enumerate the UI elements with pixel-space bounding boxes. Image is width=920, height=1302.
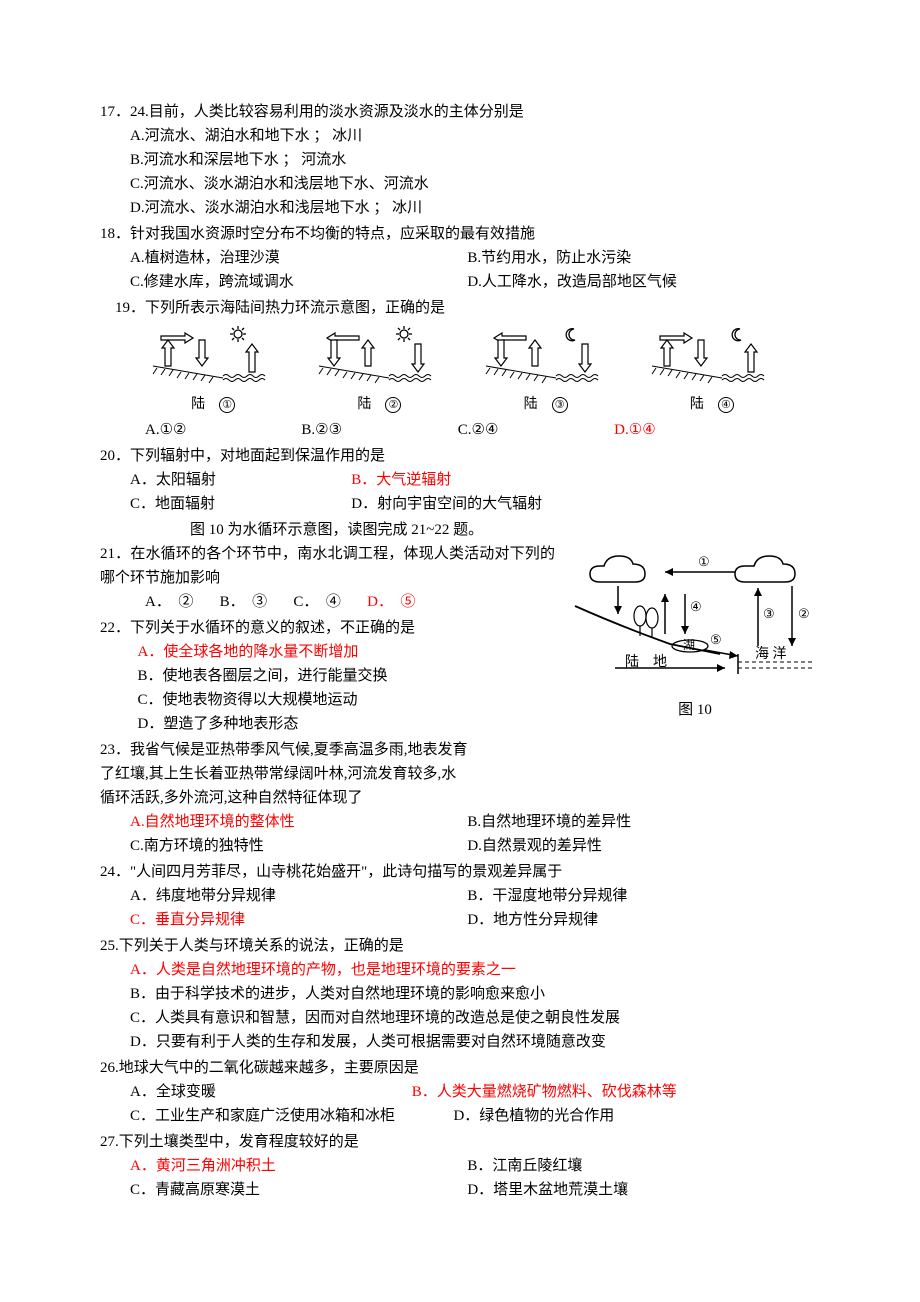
q18-stem: 18．针对我国水资源时空分布不均衡的特点，应采取的最有效措施 [100, 222, 825, 246]
q21-opt-b: B． ③ [220, 590, 268, 614]
q23-stem: 23．我省气候是亚热带季风气候,夏季高温多雨,地表发育 [100, 738, 825, 762]
q27-opt-c: C．青藏高原寒漠土 [130, 1178, 464, 1202]
q25-opt-d: D．只要有利于人类的生存和发展，人类可根据需要对自然环境随意改变 [130, 1030, 825, 1054]
q19-diagram-1: 陆 ① [143, 326, 283, 416]
q20-options: A．太阳辐射 B．大气逆辐射 C．地面辐射 D．射向宇宙空间的大气辐射 [100, 468, 825, 516]
q23-opt-d: D.自然景观的差异性 [467, 834, 801, 858]
q17-opt-d: D.河流水、淡水湖泊水和浅层地下水 ； 冰川 [130, 196, 825, 220]
question-24: 24．"人间四月芳菲尽，山寺桃花始盛开"，此诗句描写的景观差异属于 A．纬度地带… [100, 860, 825, 932]
q24-stem: 24．"人间四月芳菲尽，山寺桃花始盛开"，此诗句描写的景观差异属于 [100, 860, 825, 884]
q25-opt-b: B．由于科学技术的进步，人类对自然地理环境的影响愈来愈小 [130, 982, 825, 1006]
fig10-num4: ④ [690, 599, 702, 614]
q19-diagram-3: 陆 ③ [476, 326, 616, 416]
q20-opt-b: B．大气逆辐射 [351, 468, 451, 492]
q23-stem-3: 循环活跃,多外流河,这种自然特征体现了 [100, 786, 825, 810]
question-19: 19．下列所表示海陆间热力环流示意图，正确的是 [100, 296, 825, 442]
q23-opt-c: C.南方环境的独特性 [130, 834, 464, 858]
q27-options: A．黄河三角洲冲积土 B．江南丘陵红壤 C．青藏高原寒漠土 D．塔里木盆地荒漠土… [100, 1154, 825, 1202]
question-18: 18．针对我国水资源时空分布不均衡的特点，应采取的最有效措施 A.植树造林，治理… [100, 222, 825, 294]
q19-stem: 19．下列所表示海陆间热力环流示意图，正确的是 [100, 296, 825, 320]
q19-d4-land: 陆 [690, 397, 704, 412]
q17-options: A.河流水、湖泊水和地下水 ； 冰川 B.河流水和深层地下水 ； 河流水 C.河… [100, 124, 825, 220]
q20-opt-d: D．射向宇宙空间的大气辐射 [351, 492, 542, 516]
figure-10-caption: 图 10 [565, 698, 825, 722]
q18-opt-b: B.节约用水，防止水污染 [467, 246, 801, 270]
q18-opt-d: D.人工降水，改造局部地区气候 [467, 270, 801, 294]
q19-opt-b: B.②③ [301, 418, 457, 442]
fig10-num1: ① [698, 554, 710, 569]
question-27: 27.下列土壤类型中，发育程度较好的是 A．黄河三角洲冲积土 B．江南丘陵红壤 … [100, 1130, 825, 1202]
q19-options: A.①② B.②③ C.②④ D.①④ [100, 418, 825, 442]
q27-stem: 27.下列土壤类型中，发育程度较好的是 [100, 1130, 825, 1154]
q24-opt-b: B．干湿度地带分异规律 [467, 884, 801, 908]
q18-opt-a: A.植树造林，治理沙漠 [130, 246, 464, 270]
question-20: 20．下列辐射中，对地面起到保温作用的是 A．太阳辐射 B．大气逆辐射 C．地面… [100, 444, 825, 516]
fig10-num3: ③ [763, 606, 775, 621]
q18-options: A.植树造林，治理沙漠 B.节约用水，防止水污染 C.修建水库，跨流域调水 D.… [100, 246, 825, 294]
q27-opt-a: A．黄河三角洲冲积土 [130, 1154, 464, 1178]
q25-stem: 25.下列关于人类与环境关系的说法，正确的是 [100, 934, 825, 958]
q26-opt-c: C．工业生产和家庭广泛使用冰箱和冰柜 [130, 1104, 450, 1128]
q25-opt-a: A．人类是自然地理环境的产物，也是地理环境的要素之一 [130, 958, 825, 982]
q20-opt-c: C．地面辐射 [130, 492, 310, 516]
fig10-land: 陆 地 [625, 654, 667, 670]
q19-d3-num: ③ [552, 397, 568, 413]
q24-opt-d: D．地方性分异规律 [467, 908, 801, 932]
q19-d1-num: ① [219, 397, 235, 413]
q21-opt-c: C． ④ [293, 590, 341, 614]
q25-options: A．人类是自然地理环境的产物，也是地理环境的要素之一 B．由于科学技术的进步，人… [100, 958, 825, 1054]
q17-opt-a: A.河流水、湖泊水和地下水 ； 冰川 [130, 124, 825, 148]
q26-options: A．全球变暖 B．人类大量燃烧矿物燃料、砍伐森林等 C．工业生产和家庭广泛使用冰… [100, 1080, 825, 1128]
q27-opt-b: B．江南丘陵红壤 [467, 1154, 801, 1178]
q26-opt-a: A．全球变暖 [130, 1080, 408, 1104]
q19-opt-c: C.②④ [458, 418, 614, 442]
q19-diagram-2: 陆 ② [309, 326, 449, 416]
q23-stem-2: 了红壤,其上生长着亚热带常绿阔叶林,河流发育较多,水 [100, 762, 825, 786]
q21-opt-d: D． ⑤ [367, 590, 415, 614]
figure-10: ① ② ③ ④ 湖 ⑤ 陆 地 [565, 546, 825, 722]
q19-d3-land: 陆 [524, 397, 538, 412]
q23-opt-a: A.自然地理环境的整体性 [130, 810, 464, 834]
fig10-num5: ⑤ [710, 632, 722, 647]
q23-opt-b: B.自然地理环境的差异性 [467, 810, 801, 834]
q21-opt-a: A． ② [145, 590, 193, 614]
q19-diagrams: 陆 ① 陆 ② [100, 320, 825, 418]
q24-options: A．纬度地带分异规律 B．干湿度地带分异规律 C．垂直分异规律 D．地方性分异规… [100, 884, 825, 932]
q24-opt-c: C．垂直分异规律 [130, 908, 464, 932]
q19-d1-land: 陆 [191, 397, 205, 412]
q19-diagram-4: 陆 ④ [642, 326, 782, 416]
question-23: 23．我省气候是亚热带季风气候,夏季高温多雨,地表发育 了红壤,其上生长着亚热带… [100, 738, 825, 858]
q17-stem: 17．24.目前，人类比较容易利用的淡水资源及淡水的主体分别是 [100, 100, 825, 124]
q23-options: A.自然地理环境的整体性 B.自然地理环境的差异性 C.南方环境的独特性 D.自… [100, 810, 825, 858]
note-21-22: 图 10 为水循环示意图，读图完成 21~22 题。 [100, 518, 825, 542]
q17-opt-b: B.河流水和深层地下水 ； 河流水 [130, 148, 825, 172]
question-26: 26.地球大气中的二氧化碳越来越多，主要原因是 A．全球变暖 B．人类大量燃烧矿… [100, 1056, 825, 1128]
q19-opt-a: A.①② [145, 418, 301, 442]
q27-opt-d: D．塔里木盆地荒漠土壤 [467, 1178, 801, 1202]
q24-opt-a: A．纬度地带分异规律 [130, 884, 464, 908]
q20-stem: 20．下列辐射中，对地面起到保温作用的是 [100, 444, 825, 468]
q19-opt-d: D.①④ [614, 418, 770, 442]
q19-d2-land: 陆 [357, 397, 371, 412]
fig10-sea: 海 洋 [755, 646, 787, 662]
q18-opt-c: C.修建水库，跨流域调水 [130, 270, 464, 294]
q19-d4-num: ④ [718, 397, 734, 413]
q20-opt-a: A．太阳辐射 [130, 468, 310, 492]
question-25: 25.下列关于人类与环境关系的说法，正确的是 A．人类是自然地理环境的产物，也是… [100, 934, 825, 1054]
question-17: 17．24.目前，人类比较容易利用的淡水资源及淡水的主体分别是 A.河流水、湖泊… [100, 100, 825, 220]
q17-opt-c: C.河流水、淡水湖泊水和浅层地下水、河流水 [130, 172, 825, 196]
q26-stem: 26.地球大气中的二氧化碳越来越多，主要原因是 [100, 1056, 825, 1080]
q26-opt-b: B．人类大量燃烧矿物燃料、砍伐森林等 [412, 1080, 815, 1104]
fig10-lake: 湖 [683, 637, 695, 652]
q19-d2-num: ② [385, 397, 401, 413]
q25-opt-c: C．人类具有意识和智慧，因而对自然地理环境的改造总是使之朝良性发展 [130, 1006, 825, 1030]
fig10-num2: ② [798, 606, 810, 621]
q26-opt-d: D．绿色植物的光合作用 [453, 1104, 801, 1128]
